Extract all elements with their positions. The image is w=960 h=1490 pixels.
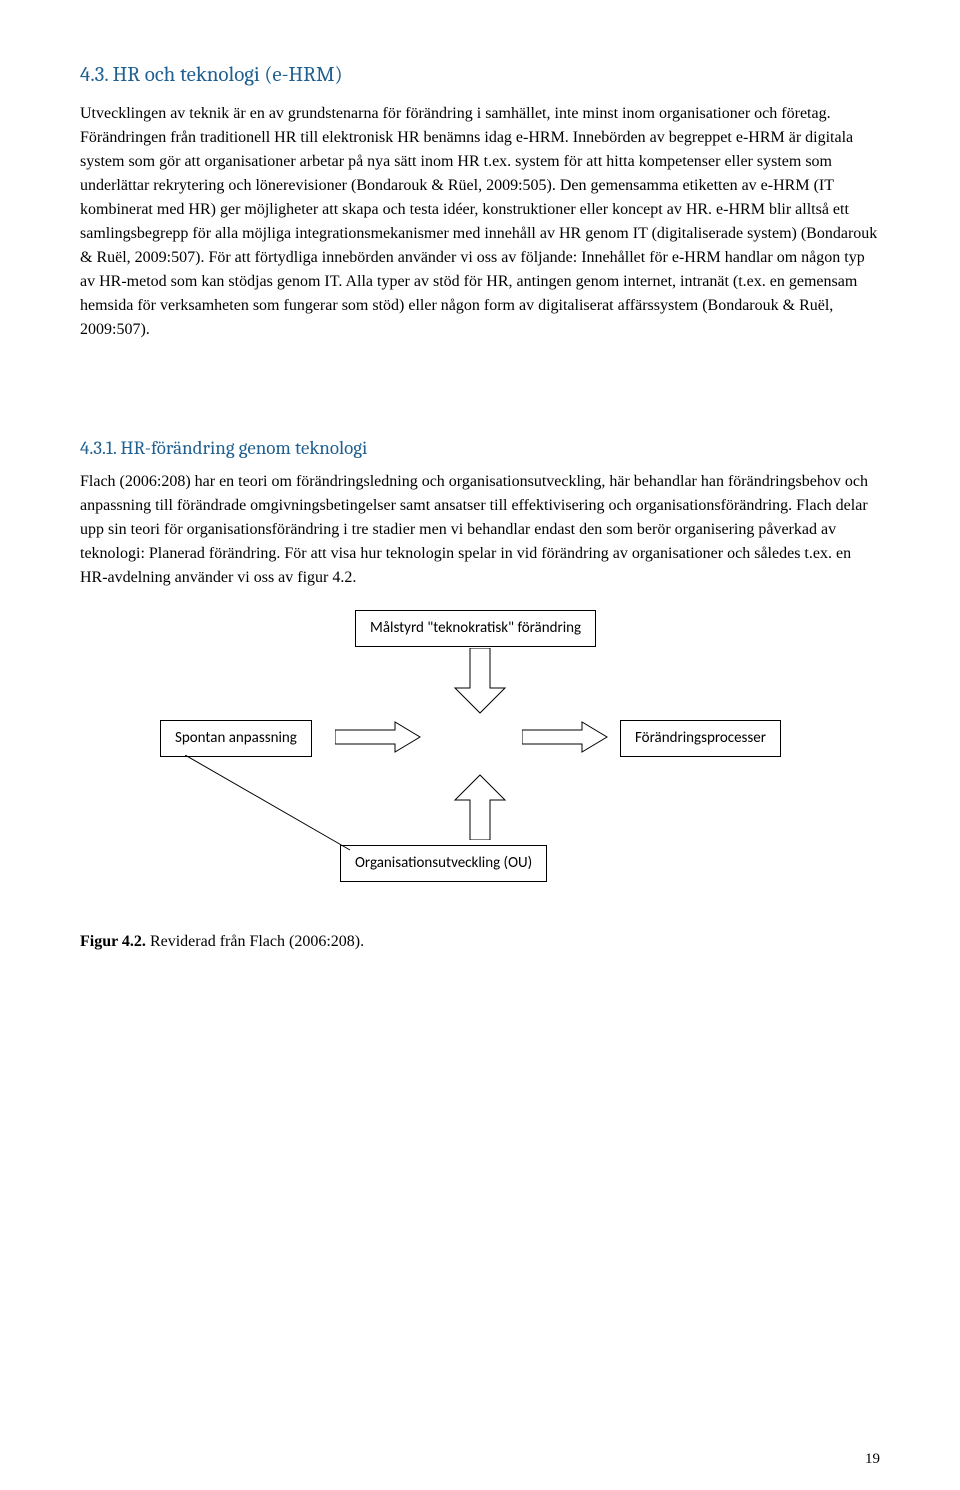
section-4-3-paragraph: Utvecklingen av teknik är en av grundste… bbox=[80, 102, 880, 342]
section-spacer bbox=[80, 354, 880, 434]
figure-4-2-diagram: Målstyrd "teknokratisk" förändring Spont… bbox=[160, 610, 800, 910]
arrow-down-icon bbox=[450, 648, 510, 718]
section-4-3-1-paragraph: Flach (2006:208) har en teori om förändr… bbox=[80, 470, 880, 590]
diagram-box-right: Förändringsprocesser bbox=[620, 720, 781, 757]
section-heading-4-3: 4.3. HR och teknologi (e-HRM) bbox=[80, 60, 880, 92]
figure-caption-text: Reviderad från Flach (2006:208). bbox=[146, 933, 364, 950]
diagram-box-left: Spontan anpassning bbox=[160, 720, 312, 757]
diagram-box-top-label: Målstyrd "teknokratisk" förändring bbox=[370, 617, 581, 640]
arrow-right-icon bbox=[335, 720, 425, 754]
arrow-right-2-icon bbox=[522, 720, 612, 754]
diagram-box-left-label: Spontan anpassning bbox=[175, 727, 297, 750]
arrow-up-icon bbox=[450, 770, 510, 840]
diagram-box-right-label: Förändringsprocesser bbox=[635, 727, 766, 750]
connector-line bbox=[185, 755, 405, 875]
figure-caption: Figur 4.2. Reviderad från Flach (2006:20… bbox=[80, 930, 880, 954]
figure-caption-number: Figur 4.2. bbox=[80, 933, 146, 950]
section-heading-4-3-1: 4.3.1. HR-förändring genom teknologi bbox=[80, 434, 880, 463]
page-number: 19 bbox=[865, 1448, 880, 1471]
diagram-box-top: Målstyrd "teknokratisk" förändring bbox=[355, 610, 596, 647]
